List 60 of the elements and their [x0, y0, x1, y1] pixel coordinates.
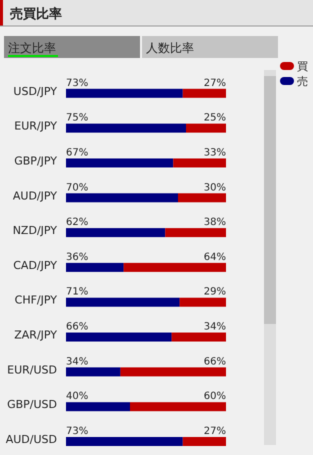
data-label: 75% — [66, 112, 88, 124]
y-tick-label: EUR/USD — [7, 363, 57, 376]
data-label: 64% — [204, 252, 226, 263]
bar — [180, 298, 226, 307]
bar — [165, 228, 226, 238]
data-label: 25% — [204, 112, 226, 124]
data-label: 38% — [204, 217, 226, 228]
bar — [66, 367, 120, 376]
legend-label: 売 — [297, 75, 308, 88]
bar — [173, 158, 226, 168]
bar — [120, 367, 226, 376]
y-tick-label: AUD/USD — [6, 433, 57, 446]
data-label: 67% — [66, 147, 88, 158]
data-label: 70% — [66, 182, 88, 194]
data-label: 40% — [66, 391, 88, 402]
legend-label: 買 — [297, 60, 308, 73]
y-tick-label: GBP/USD — [7, 398, 57, 412]
y-tick-label: CAD/JPY — [13, 258, 58, 272]
y-tick-label: USD/JPY — [13, 84, 58, 98]
y-tick-label: CHF/JPY — [14, 294, 58, 307]
bar — [66, 262, 124, 272]
data-label: 34% — [66, 356, 88, 368]
data-label: 27% — [204, 78, 226, 89]
data-label: 30% — [204, 182, 226, 194]
bar — [178, 193, 226, 202]
bar — [186, 124, 226, 133]
data-label: 66% — [204, 356, 226, 368]
data-label: 71% — [66, 286, 88, 298]
y-tick-label: EUR/JPY — [14, 120, 58, 133]
bar — [66, 193, 178, 202]
bar — [66, 437, 183, 446]
bar — [182, 88, 226, 98]
bar — [172, 332, 226, 342]
text: 人数比率 — [146, 41, 194, 55]
chart-title: 売買比率 — [10, 6, 62, 22]
data-label: 73% — [66, 78, 88, 89]
text: 注文比率 — [8, 41, 56, 55]
bar — [182, 437, 226, 446]
data-label: 62% — [66, 217, 88, 228]
bar — [66, 158, 174, 168]
data-label: 33% — [204, 147, 226, 158]
bar — [66, 332, 172, 342]
y-tick-label: ZAR/JPY — [14, 328, 58, 342]
bar — [124, 262, 226, 272]
y-tick-label: NZD/JPY — [12, 224, 58, 238]
y-tick-label: GBP/JPY — [14, 154, 58, 168]
bar — [66, 88, 183, 98]
data-label: 36% — [66, 252, 88, 263]
data-label: 27% — [204, 426, 226, 437]
y-tick-label: AUD/JPY — [12, 189, 58, 202]
bar — [130, 402, 226, 412]
bar — [66, 124, 186, 133]
bar — [66, 402, 130, 412]
data-label: 66% — [66, 322, 88, 333]
bar — [66, 228, 166, 238]
data-label: 34% — [204, 322, 226, 333]
data-label: 73% — [66, 426, 88, 437]
data-label: 60% — [204, 391, 226, 402]
data-label: 29% — [204, 286, 226, 298]
bar — [66, 298, 180, 307]
